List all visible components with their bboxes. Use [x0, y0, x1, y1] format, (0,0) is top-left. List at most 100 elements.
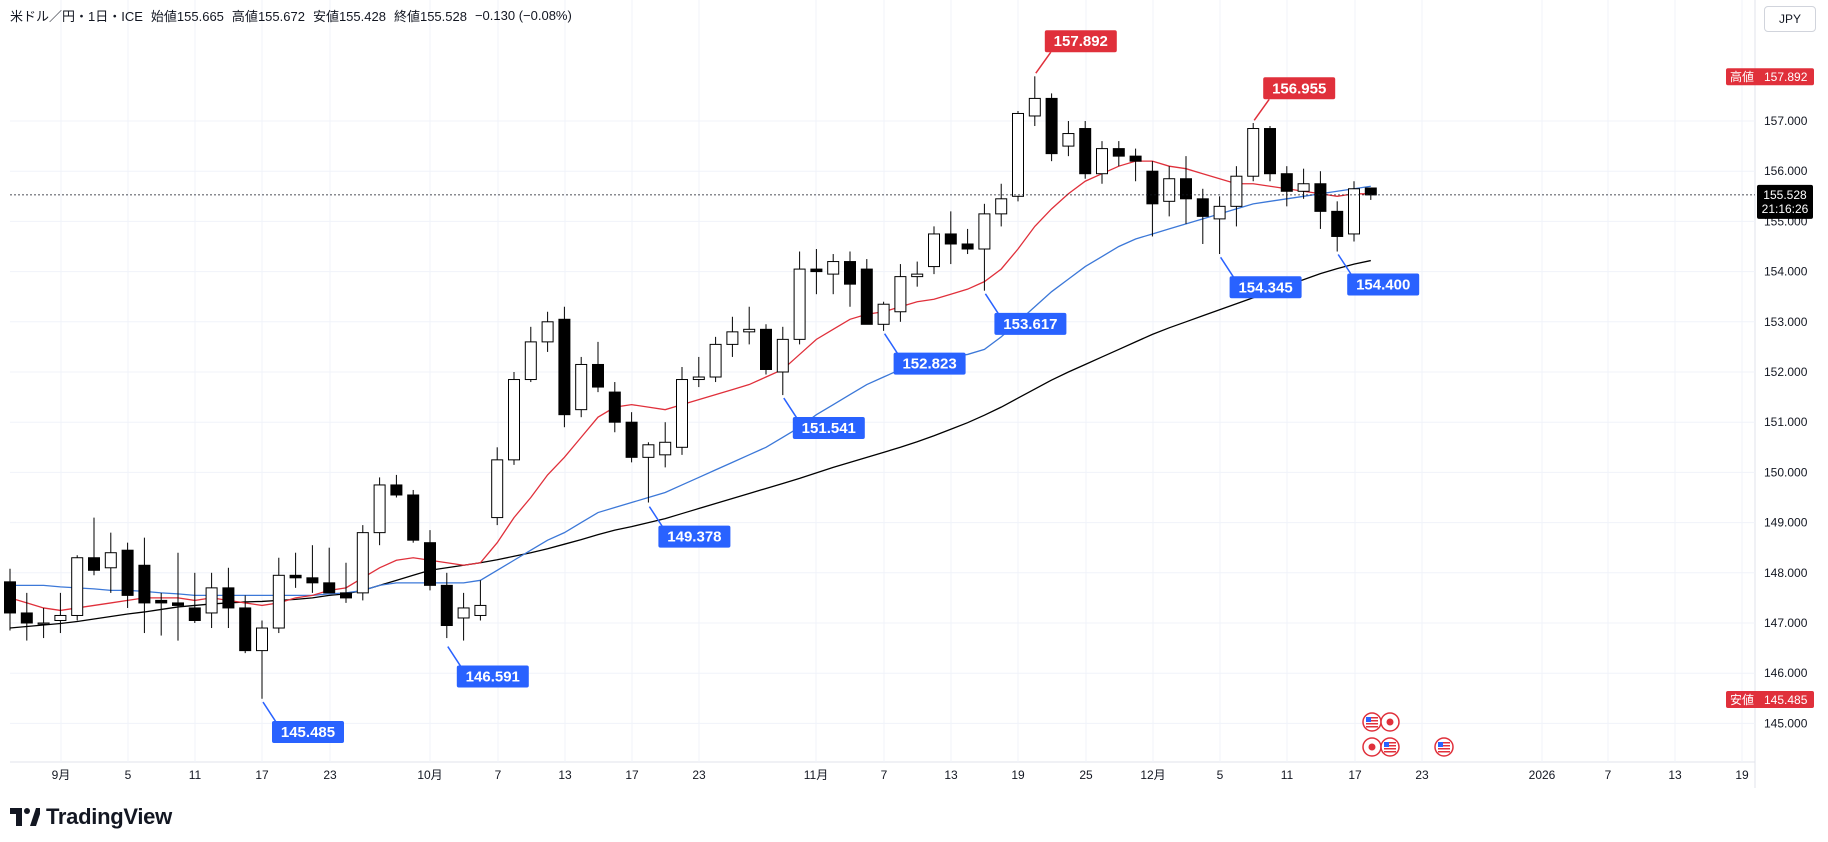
- candle-body-down[interactable]: [810, 268, 823, 273]
- candle-body-up[interactable]: [776, 338, 789, 373]
- candle-body-down[interactable]: [155, 599, 168, 604]
- tradingview-logo[interactable]: TradingView: [10, 804, 172, 830]
- candle-body-up[interactable]: [642, 444, 655, 458]
- candle-body-down[interactable]: [88, 557, 100, 571]
- candle-body-up[interactable]: [524, 341, 537, 381]
- candle-body-up[interactable]: [911, 273, 924, 278]
- candle-body-down[interactable]: [592, 363, 604, 388]
- candle-body-down[interactable]: [608, 391, 621, 423]
- x-tick-label: 7: [1605, 768, 1612, 782]
- candle-body-down[interactable]: [340, 592, 352, 599]
- candle-body-down[interactable]: [1079, 128, 1092, 175]
- candle-body-up[interactable]: [1096, 148, 1108, 175]
- candle-body-up[interactable]: [491, 459, 504, 519]
- candle-body-down[interactable]: [558, 318, 571, 416]
- candle-body-down[interactable]: [306, 577, 319, 584]
- candle-body-down[interactable]: [138, 564, 151, 604]
- candle-body-down[interactable]: [860, 268, 873, 325]
- event-marker[interactable]: [1434, 737, 1454, 757]
- candle-body-up[interactable]: [54, 614, 67, 621]
- candle-body-up[interactable]: [1062, 133, 1075, 147]
- symbol-title[interactable]: 米ドル／円・1日・ICE: [10, 9, 143, 24]
- candle-body-down[interactable]: [323, 582, 336, 594]
- candle-body-down[interactable]: [844, 261, 856, 285]
- candle-body-up[interactable]: [508, 379, 520, 461]
- candle-body-down[interactable]: [407, 494, 420, 541]
- candle-body-down[interactable]: [239, 607, 252, 652]
- low-callout: [1229, 276, 1302, 299]
- candle-body-down[interactable]: [1112, 148, 1125, 157]
- candle-body-up[interactable]: [356, 532, 369, 594]
- candle-body-up[interactable]: [978, 213, 991, 250]
- event-marker[interactable]: [1362, 712, 1382, 732]
- us-flag-stripe: [1384, 748, 1396, 750]
- candle-body-down[interactable]: [1314, 183, 1327, 212]
- candle-body-up[interactable]: [743, 328, 756, 333]
- candle-body-up[interactable]: [104, 552, 117, 569]
- candle-body-down[interactable]: [961, 243, 974, 250]
- candle-body-up[interactable]: [877, 303, 890, 325]
- candle-body-up[interactable]: [995, 198, 1008, 215]
- candle-body-down[interactable]: [172, 602, 184, 606]
- candle-body-up[interactable]: [726, 331, 739, 345]
- candle-body-up[interactable]: [659, 441, 672, 456]
- candle-body-down[interactable]: [424, 542, 436, 586]
- candle-body-down[interactable]: [1331, 210, 1344, 237]
- candle-body-up[interactable]: [894, 276, 907, 313]
- candle-body-down[interactable]: [390, 484, 403, 496]
- candle-body-down[interactable]: [188, 607, 201, 621]
- candle-body-up[interactable]: [692, 376, 705, 381]
- x-tick-label: 23: [1415, 768, 1429, 782]
- candle-body-down[interactable]: [1180, 178, 1192, 200]
- candle-body-down[interactable]: [1364, 187, 1377, 196]
- candle-body-up[interactable]: [37, 622, 50, 625]
- y-tick-label: 157.000: [1764, 114, 1808, 128]
- callout-label: 149.378: [667, 529, 721, 546]
- candle-body-down[interactable]: [121, 549, 134, 596]
- candle-body-down[interactable]: [1264, 128, 1276, 175]
- candle-body-up[interactable]: [1230, 175, 1243, 207]
- candle-body-up[interactable]: [205, 587, 218, 614]
- candle-body-up[interactable]: [1247, 128, 1260, 177]
- candle-body-up[interactable]: [373, 484, 386, 534]
- candle-body-up[interactable]: [676, 379, 688, 448]
- high-label: 高値: [231, 9, 258, 24]
- candle-body-down[interactable]: [1146, 170, 1159, 205]
- candle-body-up[interactable]: [256, 627, 268, 652]
- candle-body-up[interactable]: [575, 363, 588, 411]
- candle-body-down[interactable]: [944, 233, 957, 245]
- candle-body-up[interactable]: [457, 607, 470, 619]
- candle-body-down[interactable]: [1045, 97, 1058, 155]
- candle-body-down[interactable]: [4, 581, 16, 614]
- candle-body-down[interactable]: [20, 612, 33, 624]
- candle-body-up[interactable]: [541, 321, 554, 343]
- candle-body-up[interactable]: [1213, 205, 1226, 220]
- event-marker[interactable]: [1380, 737, 1400, 757]
- candle-body-up[interactable]: [827, 261, 840, 275]
- candle-body-up[interactable]: [1297, 183, 1310, 192]
- candle-body-down[interactable]: [440, 584, 453, 627]
- candle-body-up[interactable]: [272, 574, 285, 629]
- candle-body-down[interactable]: [289, 574, 302, 579]
- us-flag-stripe: [1366, 726, 1378, 728]
- candle-body-down[interactable]: [1129, 155, 1142, 162]
- low-callout: [272, 721, 344, 744]
- candle-body-up[interactable]: [709, 343, 722, 378]
- candle-body-up[interactable]: [793, 268, 806, 340]
- candle-body-up[interactable]: [1163, 178, 1176, 202]
- candle-body-up[interactable]: [1348, 188, 1360, 235]
- candle-body-up[interactable]: [71, 557, 84, 616]
- x-tick-label: 13: [944, 768, 958, 782]
- currency-button[interactable]: JPY: [1764, 6, 1816, 32]
- candle-body-up[interactable]: [474, 604, 487, 616]
- candle-body-down[interactable]: [1196, 198, 1209, 217]
- candle-body-up[interactable]: [928, 233, 940, 268]
- candle-body-up[interactable]: [1028, 97, 1041, 117]
- candle-body-down[interactable]: [625, 421, 638, 458]
- candle-body-up[interactable]: [1012, 112, 1024, 197]
- us-flag-stripe: [1438, 745, 1450, 747]
- candle-body-down[interactable]: [222, 587, 235, 609]
- candle-body-down[interactable]: [1280, 173, 1293, 192]
- candle-body-down[interactable]: [760, 328, 772, 370]
